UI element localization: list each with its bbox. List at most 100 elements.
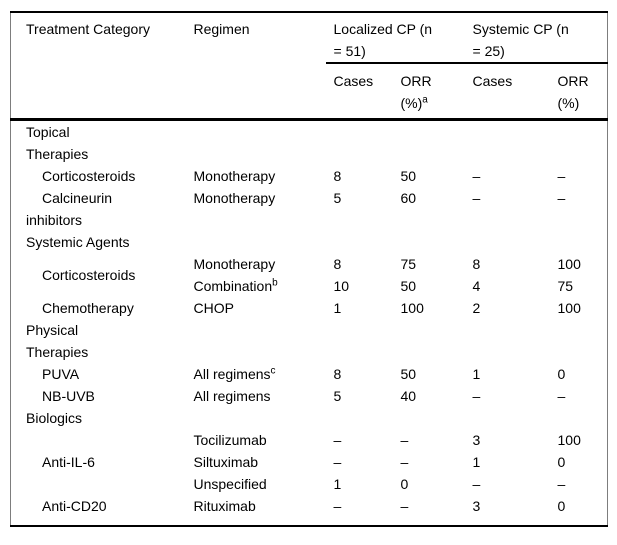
- row-anti-cd20-rituximab: Anti-CD20 Rituximab – – 3 0: [11, 495, 608, 526]
- row-section-biologics: Biologics: [11, 407, 608, 429]
- row-systemic-corticosteroids-combination: Combinationb 10 50 4 75: [11, 275, 608, 297]
- row-section-topical-therapies: Topical Therapies: [11, 120, 608, 166]
- systemic-cases-cell: 8: [472, 256, 481, 272]
- localized-cases-cell: –: [333, 432, 342, 448]
- systemic-orr-cell: 100: [557, 300, 581, 316]
- regimen-cell: Monotherapy: [193, 256, 276, 272]
- subheader-systemic-orr-label: ORR (%): [557, 73, 589, 111]
- localized-cases-cell: 5: [333, 190, 342, 206]
- empty-cell: [194, 407, 608, 429]
- regimen-cell: Tocilizumab: [193, 432, 267, 448]
- systemic-cases-cell: 3: [472, 432, 481, 448]
- category-cell: Anti-CD20: [42, 498, 107, 514]
- category-cell: Corticosteroids: [42, 267, 136, 283]
- regimen-cell: Siltuximab: [193, 454, 259, 470]
- category-cell: Anti-IL-6: [42, 454, 95, 470]
- regimen-cell: All regimensc: [194, 363, 326, 385]
- localized-orr-cell: 50: [400, 278, 417, 294]
- systemic-orr-cell: 0: [557, 498, 566, 514]
- regimen-cell: CHOP: [193, 300, 234, 316]
- localized-orr-cell: 50: [400, 366, 417, 382]
- subheader-systemic-orr: ORR (%): [557, 63, 608, 121]
- localized-cases-cell: 10: [333, 278, 350, 294]
- localized-orr-cell: –: [400, 498, 409, 514]
- systemic-orr-cell: 0: [557, 366, 566, 382]
- category-cell: Corticosteroids: [42, 168, 136, 184]
- footnote-marker-b: b: [272, 277, 278, 289]
- table-container: Treatment Category Regimen Localized CP …: [10, 11, 609, 527]
- row-puva: PUVA All regimensc 8 50 1 0: [11, 363, 608, 385]
- localized-orr-cell: 50: [400, 168, 417, 184]
- subheader-localized-orr: ORR (%)a: [400, 63, 471, 121]
- systemic-orr-cell: 100: [557, 432, 581, 448]
- regimen-cell: Combinationb: [194, 275, 326, 297]
- row-section-systemic-agents: Systemic Agents: [11, 231, 608, 253]
- systemic-cases-cell: –: [472, 190, 481, 206]
- empty-cell: [194, 319, 608, 363]
- row-systemic-corticosteroids-monotherapy: Corticosteroids Monotherapy 8 75 8 100: [11, 253, 608, 283]
- category-cell: PUVA: [42, 366, 80, 382]
- localized-cases-cell: 8: [333, 168, 342, 184]
- localized-cases-cell: 8: [333, 366, 342, 382]
- subheader-systemic-cases: Cases: [470, 63, 558, 121]
- localized-orr-cell: 100: [400, 300, 424, 316]
- header-regimen: Regimen: [193, 12, 326, 121]
- empty-cell: [194, 120, 608, 166]
- systemic-cases-cell: 3: [472, 498, 481, 514]
- regimen-cell: Monotherapy: [193, 190, 276, 206]
- systemic-cases-cell: –: [472, 388, 481, 404]
- regimen-cell: Rituximab: [193, 498, 256, 514]
- localized-cases-cell: 5: [333, 388, 342, 404]
- table-body: Topical Therapies Corticosteroids Monoth…: [11, 120, 608, 527]
- header-systemic-cp-group: Systemic CP (n = 25): [470, 12, 608, 64]
- footnote-marker-a: a: [422, 94, 428, 106]
- category-cell: Chemotherapy: [42, 300, 134, 316]
- systemic-cases-cell: –: [472, 476, 481, 492]
- row-calcineurin-inhibitors: Calcineurin inhibitors Monotherapy 5 60 …: [11, 187, 608, 231]
- header-row-subcolumns: Cases ORR (%)a Cases ORR (%): [11, 63, 608, 121]
- header-treatment-category: Treatment Category: [10, 12, 194, 121]
- localized-orr-cell: 40: [400, 388, 417, 404]
- systemic-orr-cell: –: [557, 168, 566, 184]
- systemic-orr-cell: –: [557, 190, 566, 206]
- row-anti-il6-tocilizumab: Anti-IL-6 Tocilizumab – – 3 100: [11, 429, 608, 470]
- subheader-localized-cases: Cases: [325, 63, 401, 121]
- regimen-label: All regimens: [193, 366, 271, 382]
- category-cell: Physical Therapies: [26, 322, 89, 360]
- empty-cell: [194, 231, 608, 253]
- systemic-orr-cell: 0: [557, 454, 566, 470]
- localized-orr-cell: 0: [400, 476, 409, 492]
- category-cell: Calcineurin inhibitors: [26, 190, 113, 228]
- systemic-orr-cell: 75: [557, 278, 574, 294]
- systemic-cases-cell: 4: [472, 278, 481, 294]
- regimen-cell: All regimens: [193, 388, 271, 404]
- treatment-outcomes-table: Treatment Category Regimen Localized CP …: [10, 11, 609, 527]
- regimen-label: Combination: [193, 278, 273, 294]
- localized-cases-cell: –: [333, 498, 342, 514]
- localized-orr-cell: 60: [400, 190, 417, 206]
- row-anti-il6-unspecified: Unspecified 1 0 – –: [11, 473, 608, 495]
- row-topical-corticosteroids: Corticosteroids Monotherapy 8 50 – –: [11, 165, 608, 187]
- category-cell: Biologics: [26, 410, 83, 426]
- systemic-orr-cell: –: [557, 476, 566, 492]
- systemic-cases-cell: –: [472, 168, 481, 184]
- row-anti-il6-siltuximab: Siltuximab – – 1 0: [11, 451, 608, 473]
- systemic-cases-cell: 2: [472, 300, 481, 316]
- header-row-groups: Treatment Category Regimen Localized CP …: [10, 12, 608, 121]
- header-localized-cp-group: Localized CP (n = 51): [325, 12, 471, 64]
- systemic-orr-cell: 100: [557, 256, 581, 272]
- category-cell: Topical Therapies: [26, 124, 89, 162]
- row-chemotherapy-chop: Chemotherapy CHOP 1 100 2 100: [11, 297, 608, 319]
- systemic-cases-cell: 1: [472, 366, 481, 382]
- localized-orr-cell: 75: [400, 256, 417, 272]
- localized-cases-cell: 8: [333, 256, 342, 272]
- systemic-cases-cell: 1: [472, 454, 481, 470]
- regimen-cell: Monotherapy: [193, 168, 276, 184]
- systemic-orr-cell: –: [557, 388, 566, 404]
- localized-cases-cell: –: [333, 454, 342, 470]
- footnote-marker-c: c: [270, 365, 276, 377]
- category-cell: Systemic Agents: [26, 234, 130, 250]
- localized-orr-cell: –: [400, 432, 409, 448]
- subheader-localized-orr-label: ORR (%): [400, 73, 432, 111]
